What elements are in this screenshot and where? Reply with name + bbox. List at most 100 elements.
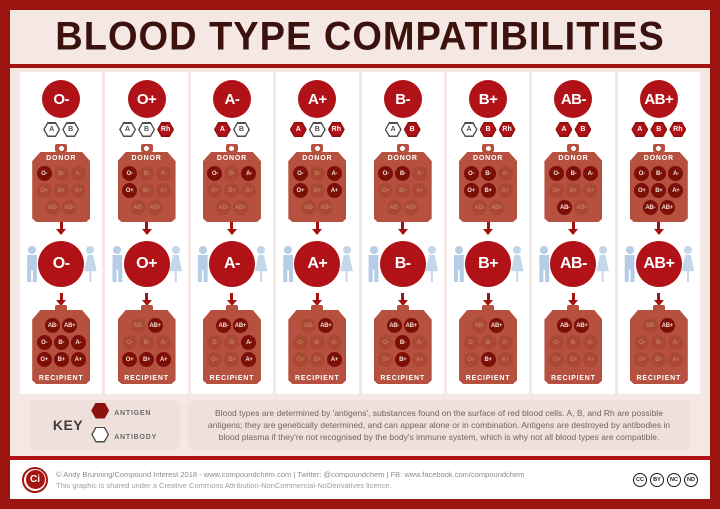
blood-cell-o-: O- (36, 166, 52, 181)
person-man-icon (367, 246, 381, 282)
flow-arrow-down-icon (397, 293, 408, 306)
blood-cell-a-: A- (668, 166, 684, 181)
person-man-icon (110, 246, 124, 282)
blood-cell-a-: A- (497, 166, 513, 181)
blood-cell-ab-: AB- (386, 200, 402, 215)
blood-cell-b-: B- (224, 166, 240, 181)
blood-cell-a-: A- (582, 166, 598, 181)
blood-cell-o+: O+ (122, 183, 138, 198)
bag-hanger-icon (311, 144, 324, 152)
hex-label: B (580, 126, 586, 133)
center-zone: AB+ (618, 235, 700, 293)
bag-row: O- B- A- (292, 335, 342, 350)
blood-cell-a+: A+ (668, 183, 684, 198)
blood-cell-b+: B+ (309, 352, 325, 367)
flow-arrow-down-icon (141, 293, 152, 306)
center-zone: O+ (105, 235, 187, 293)
blood-cell-b-: B- (139, 335, 155, 350)
blood-cell-o+: O+ (207, 183, 223, 198)
hanger-hole (229, 145, 235, 151)
key-item-antigen: ANTIGEN (91, 402, 157, 424)
center-type-circle: O- (38, 241, 85, 287)
blood-type-circle: O+ (127, 80, 166, 118)
recipient-bag: AB- AB+ O- B- A- O+ B+ A+ RECIPIENT (288, 310, 347, 384)
blood-cell-o+: O+ (548, 352, 564, 367)
blood-cell-b+: B+ (480, 183, 496, 198)
recipient-grid: AB- AB+ O- B- A- O+ B+ A+ (378, 316, 428, 374)
recipient-grid: AB- AB+ O- B- A- O+ B+ A+ (122, 316, 172, 374)
flow-arrow-down-icon (141, 222, 152, 235)
blood-cell-b-: B- (53, 166, 69, 181)
blood-cell-b-: B- (309, 335, 325, 350)
blood-cell-a+: A+ (497, 183, 513, 198)
blood-cell-o-: O- (36, 335, 52, 350)
recipient-bag: AB- AB+ O- B- A- O+ B+ A+ RECIPIENT (117, 310, 176, 384)
blood-cell-b+: B+ (651, 352, 667, 367)
blood-cell-a-: A- (412, 166, 428, 181)
bag-row: O+ B+ A+ (463, 352, 513, 367)
bag-row: AB- AB+ (293, 200, 342, 215)
blood-cell-b+: B+ (395, 183, 411, 198)
antibody-hex-a: A (43, 122, 61, 137)
blood-cell-o+: O+ (292, 352, 308, 367)
blood-cell-o+: O+ (463, 183, 479, 198)
recipient-bag: AB- AB+ O- B- A- O+ B+ A+ RECIPIENT (373, 310, 432, 384)
blood-cell-ab+: AB+ (147, 200, 163, 215)
antibody-hex-b: B (308, 122, 326, 137)
key-box: KEY ANTIGEN ANTIBODY (30, 400, 180, 450)
bag-row: O- B- A- (122, 335, 172, 350)
person-woman-icon (83, 246, 97, 282)
blood-cell-ab-: AB- (642, 200, 658, 215)
center-type-label: AB- (559, 255, 587, 272)
blood-type-column: O+ A B Rh DONOR O- B- A- O+ B+ A+ AB- AB+ O+ AB- A… (105, 72, 188, 394)
hex-label: A (390, 126, 396, 133)
bag-row: O+ B+ A+ (378, 183, 428, 198)
cc-licence-icons: CC BY NC ND (633, 472, 698, 487)
blood-cell-b-: B- (565, 335, 581, 350)
blood-cell-a+: A+ (582, 183, 598, 198)
description-box: Blood types are determined by 'antigens'… (188, 400, 690, 450)
antigen-hex-a: A (289, 122, 307, 137)
blood-cell-ab-: AB- (472, 318, 488, 333)
blood-cell-ab+: AB+ (147, 318, 163, 333)
antigen-hex-a: A (631, 122, 649, 137)
blood-cell-o+: O+ (463, 352, 479, 367)
blood-cell-a-: A- (497, 335, 513, 350)
blood-cell-o+: O+ (122, 352, 138, 367)
donor-bag: DONOR O- B- A- O+ B+ A+ AB- AB+ (459, 152, 518, 222)
blood-cell-a+: A+ (156, 183, 172, 198)
person-woman-icon (510, 246, 524, 282)
hex-label: A (295, 126, 301, 133)
person-man-icon (537, 246, 551, 282)
bag-row: AB- AB+ (378, 200, 427, 215)
bag-row: O+ B+ A+ (122, 352, 172, 367)
cc-nd-icon: ND (684, 472, 698, 487)
antibody-hex-icon (91, 426, 110, 443)
donor-grid: O- B- A- O+ B+ A+ AB- AB+ (122, 164, 172, 215)
bag-row: O+ B+ A+ (548, 352, 598, 367)
blood-cell-o-: O- (378, 335, 394, 350)
bag-row: AB- AB+ (122, 318, 171, 333)
blood-cell-o-: O- (463, 335, 479, 350)
blood-cell-ab-: AB- (215, 318, 231, 333)
bag-hanger-icon (652, 144, 665, 152)
recipient-bag: AB- AB+ O- B- A- O+ B+ A+ RECIPIENT (544, 310, 603, 384)
bag-hanger-icon (482, 144, 495, 152)
hex-label: A (125, 126, 131, 133)
donor-bag: DONOR O- B- A- O+ B+ A+ AB- AB+ (32, 152, 91, 222)
donor-bag-label: DONOR (558, 155, 589, 162)
antigen-hex-b: B (574, 122, 592, 137)
hanger-hole (656, 145, 662, 151)
blood-cell-b-: B- (480, 166, 496, 181)
recipient-bag-tab (311, 305, 324, 312)
bag-row: O+ B+ A+ (207, 352, 257, 367)
flow-arrow-down-icon (56, 293, 67, 306)
blood-cell-ab-: AB- (130, 318, 146, 333)
center-type-label: A- (223, 255, 240, 272)
donor-grid: O- B- A- O+ B+ A+ AB- AB+ (207, 164, 257, 215)
header: BLOOD TYPE COMPATIBILITIES (10, 10, 710, 64)
blood-type-column: B+ A B Rh DONOR O- B- A- O+ B+ A+ AB- AB+ B+ AB- A… (446, 72, 530, 394)
blood-cell-ab+: AB+ (62, 318, 78, 333)
